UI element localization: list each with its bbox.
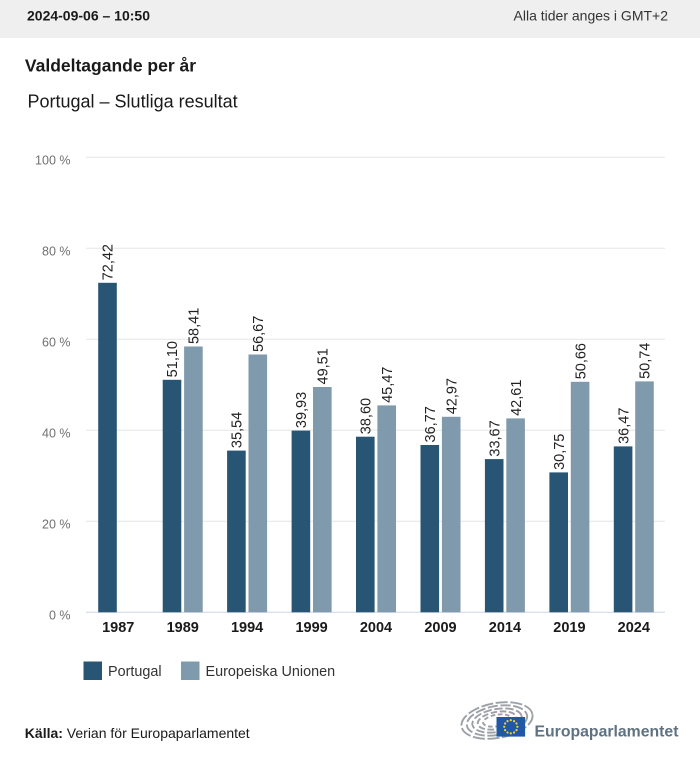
svg-text:Portugal: Portugal: [108, 664, 162, 680]
svg-text:Portugal – Slutliga resultat: Portugal – Slutliga resultat: [28, 92, 238, 112]
svg-text:2024-09-06 – 10:50: 2024-09-06 – 10:50: [27, 8, 150, 24]
svg-text:Alla tider anges i GMT+2: Alla tider anges i GMT+2: [514, 8, 669, 24]
svg-text:58,41: 58,41: [187, 308, 203, 344]
svg-text:51,10: 51,10: [165, 341, 181, 377]
svg-text:Europaparlamentet: Europaparlamentet: [535, 724, 680, 741]
svg-text:39,93: 39,93: [294, 392, 310, 428]
svg-text:1994: 1994: [231, 620, 263, 636]
svg-text:35,54: 35,54: [230, 412, 246, 448]
svg-text:49,51: 49,51: [316, 348, 332, 384]
svg-text:60 %: 60 %: [42, 335, 71, 349]
svg-text:50,66: 50,66: [573, 343, 589, 379]
svg-text:45,47: 45,47: [380, 367, 396, 403]
svg-text:0 %: 0 %: [49, 608, 71, 622]
svg-text:80 %: 80 %: [42, 244, 71, 258]
svg-text:42,97: 42,97: [444, 378, 460, 414]
svg-text:20 %: 20 %: [42, 517, 71, 531]
svg-text:72,42: 72,42: [101, 244, 117, 280]
svg-text:Källa: Verian för Europaparlam: Källa: Verian för Europaparlamentet: [25, 725, 250, 741]
svg-text:2019: 2019: [553, 620, 585, 636]
svg-text:36,77: 36,77: [423, 406, 439, 442]
svg-text:38,60: 38,60: [359, 398, 375, 434]
svg-text:2024: 2024: [618, 620, 650, 636]
svg-text:Valdeltagande per år: Valdeltagande per år: [25, 56, 196, 76]
svg-text:2014: 2014: [489, 620, 521, 636]
svg-text:1999: 1999: [295, 620, 327, 636]
svg-text:40 %: 40 %: [42, 426, 71, 440]
svg-text:2009: 2009: [424, 620, 456, 636]
svg-text:50,74: 50,74: [638, 343, 654, 379]
svg-text:100 %: 100 %: [35, 153, 70, 167]
svg-text:33,67: 33,67: [487, 420, 503, 456]
svg-text:30,75: 30,75: [552, 434, 568, 470]
svg-text:1989: 1989: [167, 620, 199, 636]
svg-text:36,47: 36,47: [616, 408, 632, 444]
svg-text:56,67: 56,67: [251, 316, 267, 352]
svg-text:Europeiska Unionen: Europeiska Unionen: [206, 664, 336, 680]
svg-text:1987: 1987: [102, 620, 134, 636]
svg-text:42,61: 42,61: [509, 380, 525, 416]
svg-text:2004: 2004: [360, 620, 392, 636]
